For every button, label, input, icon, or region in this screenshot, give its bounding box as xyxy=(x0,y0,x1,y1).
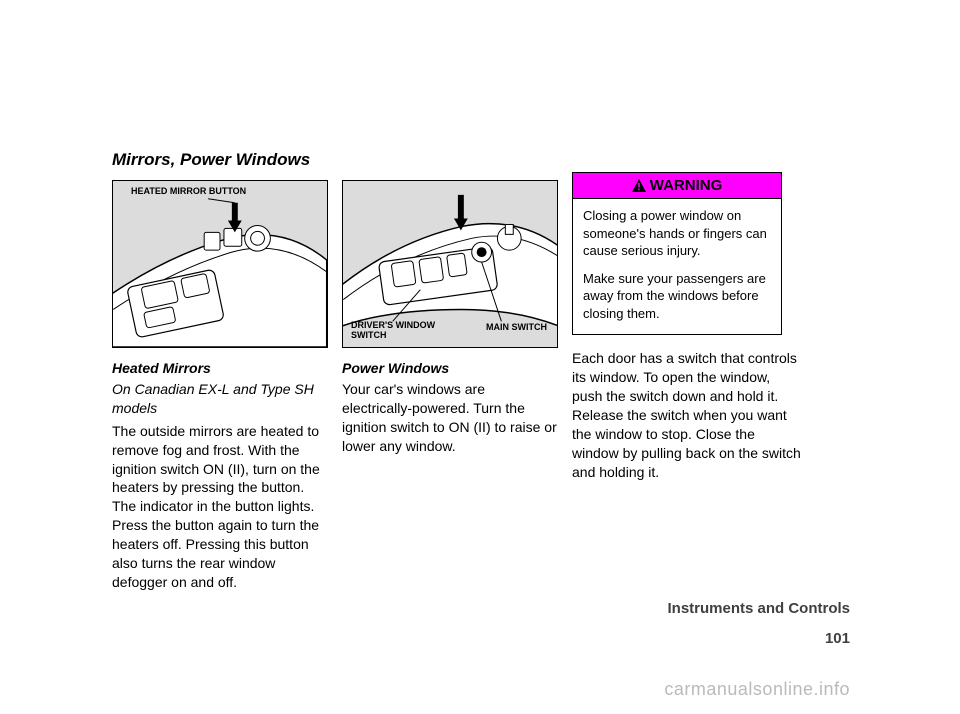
figure-label-heated-mirror: HEATED MIRROR BUTTON xyxy=(131,187,246,197)
warning-p1: Closing a power window on someone's hand… xyxy=(583,207,771,260)
page-title: Mirrors, Power Windows xyxy=(112,150,310,170)
illustration-heated-mirror xyxy=(113,181,327,347)
subhead-heated-mirrors: Heated Mirrors xyxy=(112,360,327,376)
column-right: WARNING Closing a power window on someon… xyxy=(572,172,802,482)
page-number: 101 xyxy=(825,630,850,647)
page: Mirrors, Power Windows HEATED MIRROR BUT… xyxy=(0,0,960,714)
paragraph-power-windows: Your car's windows are electrically-powe… xyxy=(342,380,557,456)
category-label: Instruments and Controls xyxy=(667,600,850,617)
mid-text: Power Windows Your car's windows are ele… xyxy=(342,360,557,456)
column-left: HEATED MIRROR BUTTON xyxy=(112,180,327,596)
figure-power-windows: DRIVER'S WINDOW SWITCH MAIN SWITCH xyxy=(342,180,558,348)
warning-body: Closing a power window on someone's hand… xyxy=(573,199,781,334)
subhead-power-windows: Power Windows xyxy=(342,360,557,376)
figure-label-driver-switch: DRIVER'S WINDOW SWITCH xyxy=(351,321,441,341)
figure-label-main-switch: MAIN SWITCH xyxy=(486,323,547,333)
figure-heated-mirror: HEATED MIRROR BUTTON xyxy=(112,180,328,348)
warning-icon xyxy=(632,179,646,192)
column-middle: DRIVER'S WINDOW SWITCH MAIN SWITCH xyxy=(342,180,557,460)
paragraph-right: Each door has a switch that controls its… xyxy=(572,349,802,481)
model-note: On Canadian EX-L and Type SH models xyxy=(112,380,327,418)
warning-header: WARNING xyxy=(573,173,781,199)
left-text: Heated Mirrors On Canadian EX-L and Type… xyxy=(112,360,327,592)
warning-p2: Make sure your passengers are away from … xyxy=(583,270,771,323)
paragraph-heated: The outside mirrors are heated to remove… xyxy=(112,422,327,592)
watermark: carmanualsonline.info xyxy=(664,679,850,700)
warning-box: WARNING Closing a power window on someon… xyxy=(572,172,782,335)
warning-label: WARNING xyxy=(650,177,723,194)
